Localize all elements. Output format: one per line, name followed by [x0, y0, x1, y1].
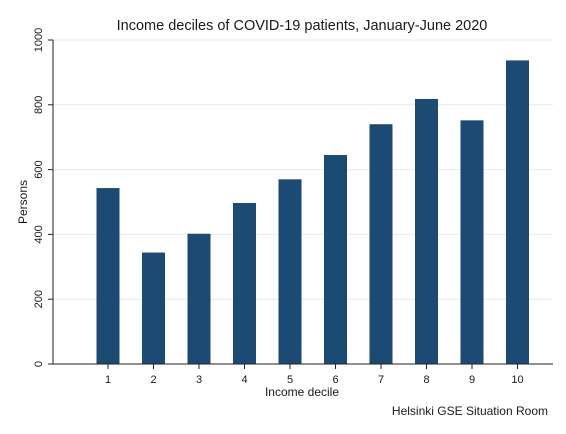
bar-decile-5: [278, 179, 302, 364]
bar-decile-4: [233, 202, 256, 364]
source-note: Helsinki GSE Situation Room: [392, 404, 548, 418]
y-tick-label: 1000: [33, 28, 45, 52]
x-tick-label: 1: [105, 374, 111, 386]
bar-decile-3: [187, 233, 211, 364]
x-tick-label: 6: [332, 374, 338, 386]
y-axis-ticks: 0 200 400 600 800 1000: [33, 28, 53, 367]
bar-decile-8: [415, 98, 438, 364]
x-tick-label: 9: [469, 374, 475, 386]
chart-title: Income deciles of COVID-19 patients, Jan…: [117, 18, 488, 34]
y-tick-label: 0: [33, 361, 45, 367]
bars: [96, 60, 529, 365]
y-tick-label: 400: [33, 225, 45, 243]
x-tick-label: 2: [150, 374, 156, 386]
x-axis-label: Income decile: [265, 385, 339, 399]
y-tick-label: 200: [33, 290, 45, 308]
bar-decile-6: [324, 155, 347, 364]
x-tick-label: 7: [378, 374, 384, 386]
x-tick-label: 4: [241, 374, 247, 386]
x-tick-label: 5: [287, 374, 293, 386]
bar-decile-2: [142, 252, 165, 364]
bar-decile-9: [460, 120, 484, 365]
x-tick-label: 3: [196, 374, 202, 386]
bar-decile-1: [96, 188, 120, 364]
y-tick-label: 800: [33, 96, 45, 114]
y-tick-label: 600: [33, 160, 45, 178]
x-axis-ticks: 1 2 3 4 5 6 7 8 9 10: [105, 364, 524, 386]
x-tick-label: 10: [511, 374, 523, 386]
y-axis-label: Persons: [16, 180, 30, 224]
bar-decile-7: [369, 124, 393, 365]
x-tick-label: 8: [423, 374, 429, 386]
bar-decile-10: [506, 60, 529, 365]
